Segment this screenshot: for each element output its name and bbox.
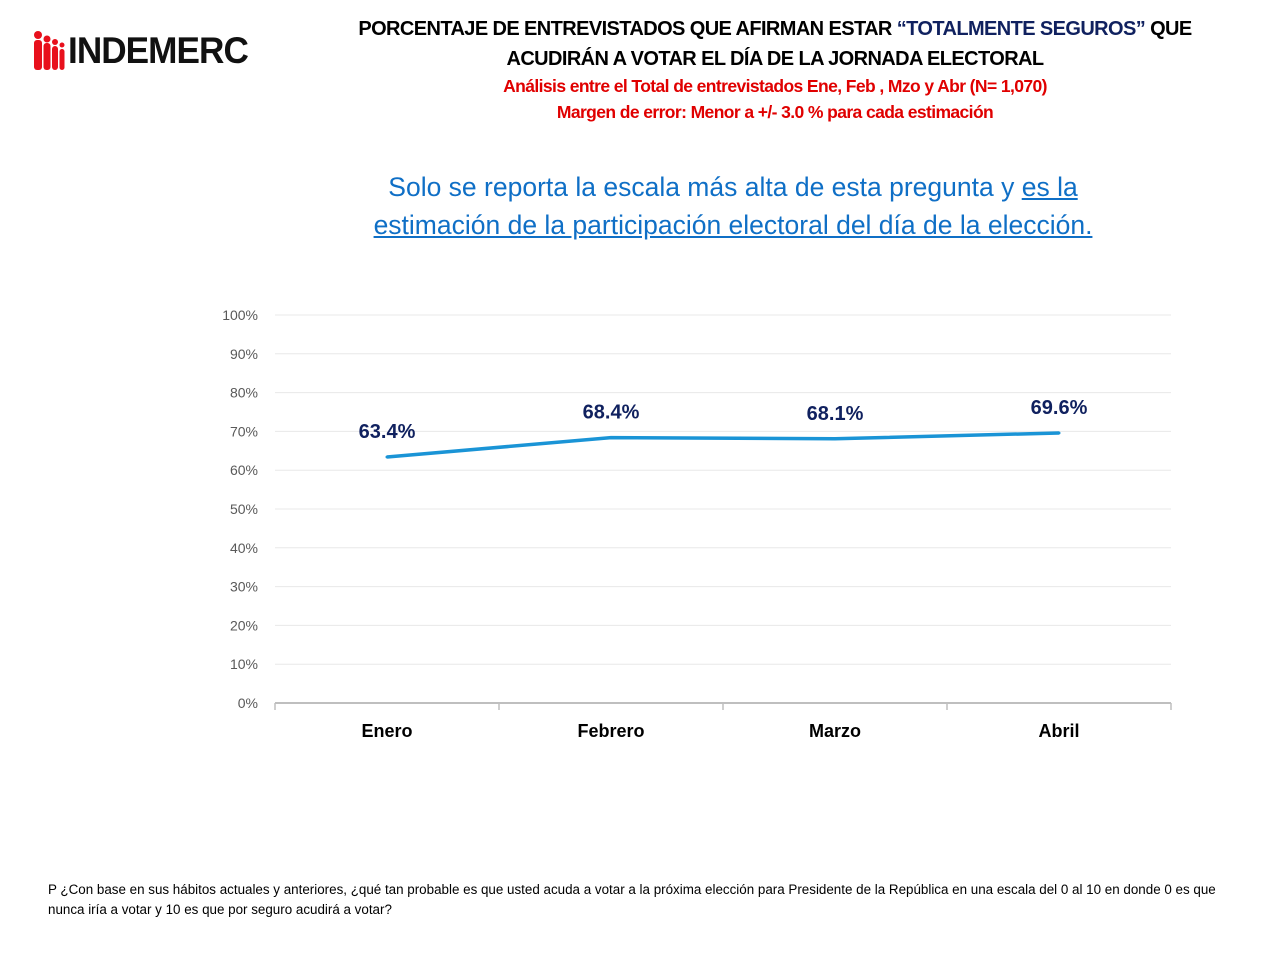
data-label: 68.4% <box>583 402 640 424</box>
data-point <box>833 437 837 441</box>
data-point <box>1057 431 1061 435</box>
y-tick-label: 0% <box>238 695 258 711</box>
chart-subtitle: Solo se reporta la escala más alta de es… <box>340 168 1126 244</box>
x-tick-label: Febrero <box>577 721 644 741</box>
x-tick-label: Enero <box>361 721 412 741</box>
y-tick-label: 80% <box>230 385 258 401</box>
logo-text: INDEMERC <box>68 30 249 71</box>
x-tick-label: Abril <box>1038 721 1079 741</box>
y-tick-label: 60% <box>230 462 258 478</box>
data-point <box>385 455 389 459</box>
series-line <box>386 431 1060 459</box>
y-tick-label: 90% <box>230 346 258 362</box>
y-tick-label: 100% <box>222 307 258 323</box>
data-point <box>609 436 613 440</box>
y-tick-label: 20% <box>230 617 258 633</box>
x-tick-label: Marzo <box>809 721 861 741</box>
y-tick-label: 30% <box>230 579 258 595</box>
chart-subheader: Análisis entre el Total de entrevistados… <box>300 73 1250 125</box>
chart-title: PORCENTAJE DE ENTREVISTADOS QUE AFIRMAN … <box>300 14 1250 74</box>
y-tick-label: 10% <box>230 656 258 672</box>
y-tick-label: 40% <box>230 540 258 556</box>
title-line2: ACUDIRÁN A VOTAR EL DÍA DE LA JORNADA EL… <box>506 48 1045 70</box>
y-tick-label: 70% <box>230 423 258 439</box>
people-icon <box>34 31 65 70</box>
title-part: PORCENTAJE DE ENTREVISTADOS QUE AFIRMAN … <box>358 18 897 40</box>
footnote: P ¿Con base en sus hábitos actuales y an… <box>48 882 1216 917</box>
data-label: 69.6% <box>1031 397 1088 419</box>
analysis-note: Análisis entre el Total de entrevistados… <box>503 76 1047 96</box>
y-tick-label: 50% <box>230 501 258 517</box>
data-label: 68.1% <box>807 403 864 425</box>
subtitle-plain: Solo se reporta la escala más alta de es… <box>388 172 1022 202</box>
title-highlight: “TOTALMENTE SEGUROS” <box>896 18 1146 40</box>
indemerc-logo: INDEMERC <box>32 28 257 78</box>
margin-note: Margen de error: Menor a +/- 3.0 % para … <box>556 102 994 122</box>
subtitle-underlined: es la estimación de la participación ele… <box>373 172 1093 240</box>
title-part: QUE <box>1145 18 1192 40</box>
data-label: 63.4% <box>359 421 416 443</box>
